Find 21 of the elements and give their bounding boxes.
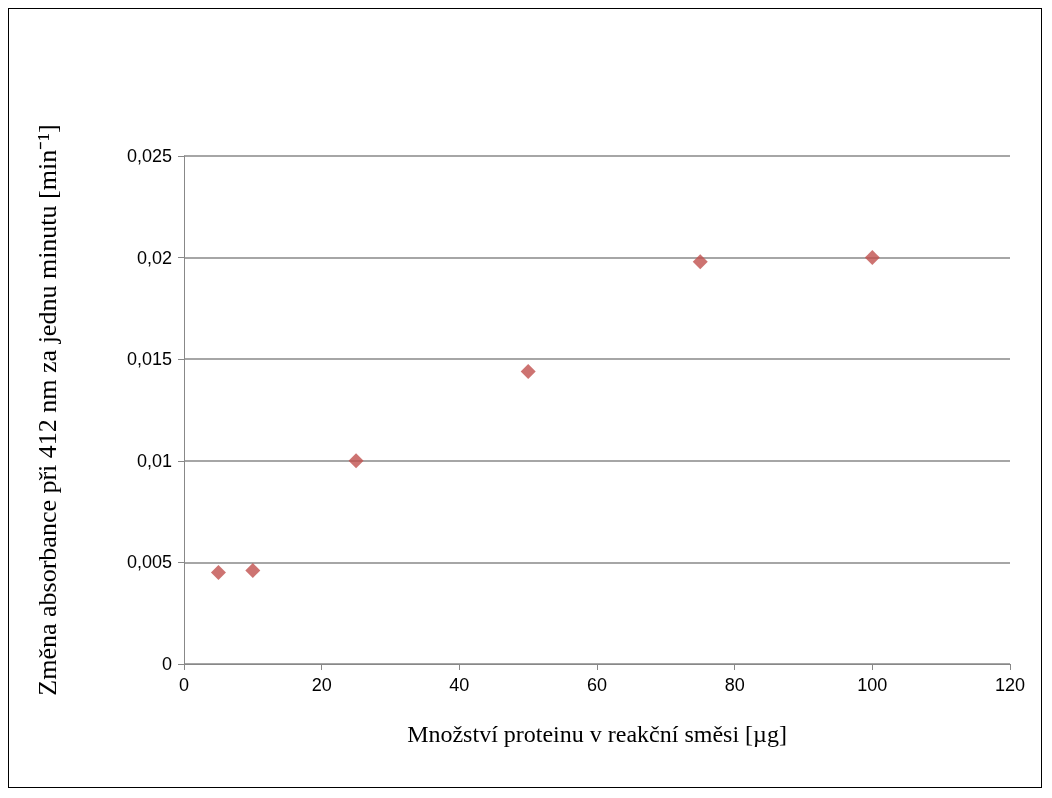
- y-tick-label: 0,02: [136, 247, 172, 268]
- point: [864, 250, 880, 266]
- x-tick-label: 0: [178, 675, 190, 695]
- point: [692, 254, 708, 270]
- y-axis-title: Změna absorbance při 412 nm za jednu minutu [min⁻¹]: [32, 124, 62, 696]
- point: [245, 563, 261, 579]
- x-tick-label: 20: [311, 675, 332, 695]
- point: [210, 565, 226, 581]
- y-tick-label: 0,015: [126, 349, 172, 370]
- x-tick-label: 40: [449, 675, 470, 695]
- x-axis-title: Množství proteinu v reakční směsi [µg]: [407, 721, 787, 747]
- x-tick-label: 100: [857, 675, 888, 695]
- y-tick-label: 0: [161, 654, 172, 674]
- x-tick-label: 80: [724, 675, 745, 695]
- y-tick-label: 0,005: [126, 552, 172, 573]
- y-tick-label: 0,01: [136, 450, 172, 471]
- y-tick-label: 0,025: [126, 146, 172, 166]
- point: [520, 363, 536, 379]
- x-tick-label: 120: [994, 675, 1026, 695]
- x-tick-label: 60: [586, 675, 608, 695]
- point: [348, 453, 364, 469]
